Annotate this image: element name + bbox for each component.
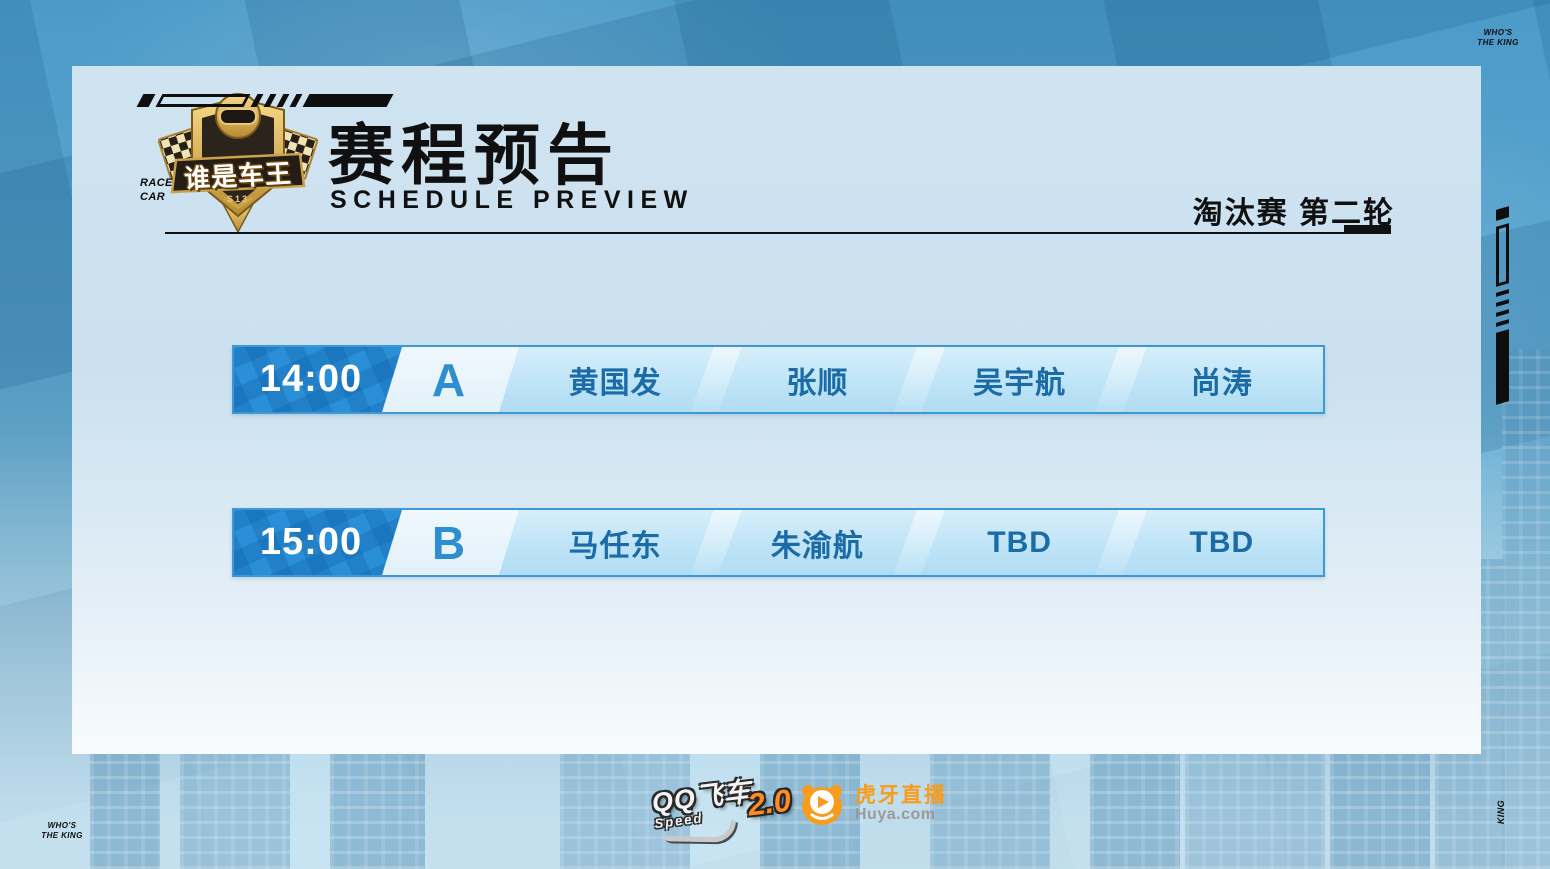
footer: QQ飞车 Speed 2.0 虎牙直播 Huya.com: [0, 762, 1550, 862]
player-cell: TBD: [919, 510, 1121, 575]
player-name: TBD: [1189, 525, 1255, 559]
schedule-row: 黄国发 张顺 吴宇航 尚涛 A 14:00: [232, 345, 1325, 414]
city-building: [1502, 349, 1550, 869]
player-cell: 吴宇航: [919, 347, 1121, 412]
player-list: 黄国发 张顺 吴宇航 尚涛: [234, 347, 1323, 412]
player-cell: 朱渝航: [716, 510, 918, 575]
player-name: TBD: [987, 525, 1052, 559]
tag-line: KING: [1496, 800, 1506, 825]
group-label: A: [431, 353, 466, 406]
tournament-badge: 谁是车王 S13: [158, 82, 318, 232]
player-name: 张顺: [786, 366, 849, 400]
badge-emblem-icon: [158, 93, 318, 232]
player-name: 尚涛: [1190, 366, 1253, 400]
group-label: B: [431, 516, 466, 569]
whos-the-king-tag-bottom: WHO'S THE KING: [30, 821, 94, 842]
player-cell: 张顺: [716, 347, 918, 412]
player-name: 朱渝航: [770, 529, 864, 563]
player-name: 黄国发: [568, 366, 662, 400]
player-cell: 黄国发: [514, 347, 716, 412]
huya-logo-en: Huya.com: [855, 805, 936, 823]
header-divider-line: [165, 232, 1391, 234]
schedule-rows: 黄国发 张顺 吴宇航 尚涛 A 14:00 马任东 朱渝航 TBD TBD B 15:00: [232, 345, 1325, 577]
tag-line: THE KING: [41, 831, 83, 841]
king-tag: KING: [1496, 800, 1508, 824]
tag-line: WHO'S: [1483, 28, 1513, 37]
qq-speed-logo-swoosh: [661, 819, 736, 843]
tag-line: WHO'S: [47, 821, 77, 830]
player-name: 吴宇航: [973, 366, 1067, 400]
player-cell: 马任东: [514, 510, 716, 575]
round-label: 淘汰赛 第二轮: [1192, 197, 1395, 230]
tag-line: RACE: [140, 177, 173, 189]
schedule-row: 马任东 朱渝航 TBD TBD B 15:00: [232, 508, 1325, 577]
badge-series: S13: [226, 194, 249, 204]
tag-line: THE KING: [1477, 38, 1519, 48]
time-label: 15:00: [259, 521, 363, 563]
whos-the-king-tag-top: WHO'S THE KING: [1466, 28, 1530, 49]
progress-bar-decoration-right: [1496, 206, 1509, 405]
tag-line: CAR: [140, 191, 166, 204]
race-car-tag: RACE CAR: [140, 176, 173, 205]
player-name: 马任东: [568, 529, 662, 563]
qq-speed-logo-version: 2.0: [745, 782, 793, 823]
qq-speed-logo: QQ飞车 Speed 2.0: [649, 767, 793, 843]
page-title-en: SCHEDULE PREVIEW: [330, 186, 694, 214]
time-cell: 15:00: [234, 510, 402, 575]
schedule-card: 谁是车王 S13 赛程预告 SCHEDULE PREVIEW 淘汰赛 第二轮 黄…: [72, 66, 1481, 754]
time-label: 14:00: [259, 358, 363, 400]
progress-bar-decoration-top: [136, 94, 394, 107]
huya-tiger-icon: [802, 785, 842, 825]
huya-logo: 虎牙直播 Huya.com: [798, 782, 947, 826]
header-divider-accent: [1344, 225, 1391, 232]
player-cell: TBD: [1121, 510, 1323, 575]
player-cell: 尚涛: [1121, 347, 1323, 412]
page-title-cn: 赛程预告: [328, 118, 620, 192]
player-list: 马任东 朱渝航 TBD TBD: [234, 510, 1323, 575]
time-cell: 14:00: [234, 347, 402, 412]
huya-logo-cn: 虎牙直播: [855, 783, 947, 807]
